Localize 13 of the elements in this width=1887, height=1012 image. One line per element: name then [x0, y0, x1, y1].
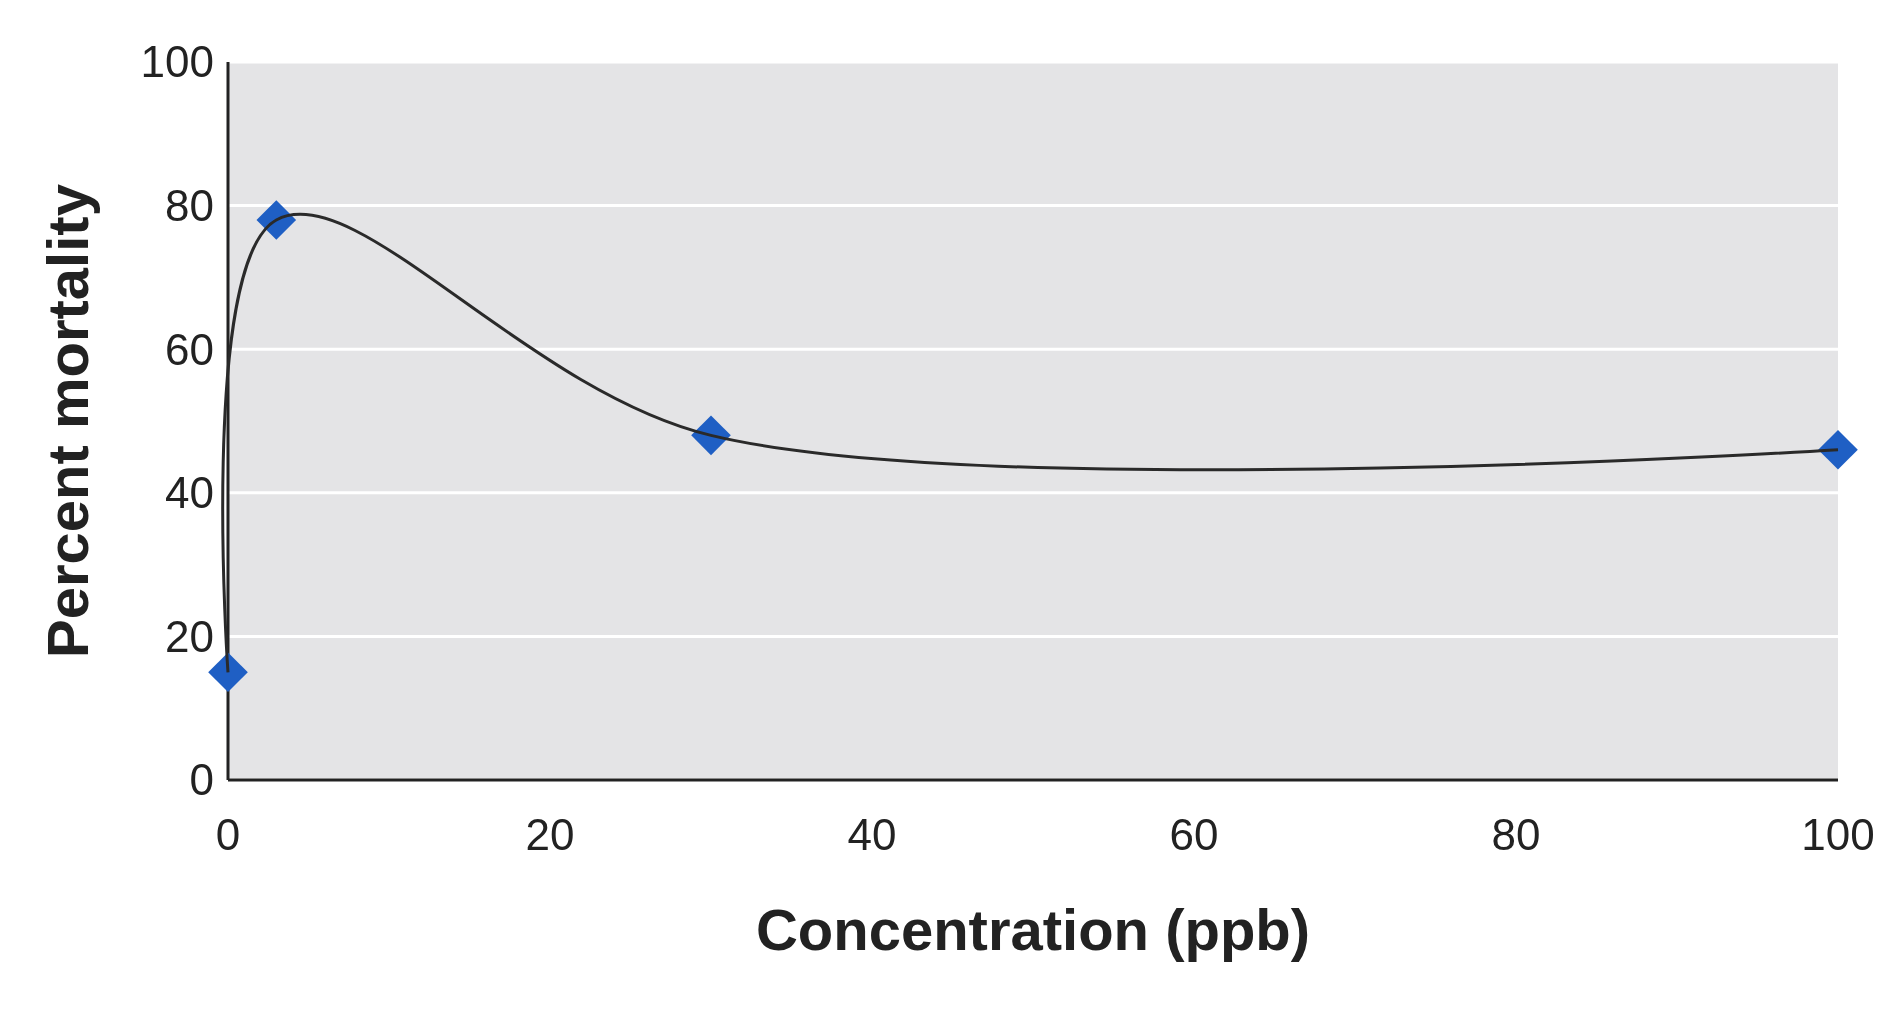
x-tick-label: 80	[1491, 810, 1541, 859]
x-tick-label: 20	[525, 810, 575, 859]
x-tick-label: 60	[1169, 810, 1219, 859]
y-tick-label: 20	[165, 611, 214, 661]
x-axis-title: Concentration (ppb)	[755, 897, 1311, 962]
y-tick-label: 40	[165, 468, 214, 518]
x-tick-label: 100	[1801, 810, 1875, 859]
y-axis-title: Percent mortality	[35, 184, 100, 658]
y-tick-label: 60	[165, 324, 214, 374]
y-tick-label: 80	[165, 181, 214, 230]
y-tick-label: 0	[189, 755, 214, 805]
x-tick-label: 40	[847, 810, 897, 859]
y-tick-label: 100	[140, 37, 214, 87]
